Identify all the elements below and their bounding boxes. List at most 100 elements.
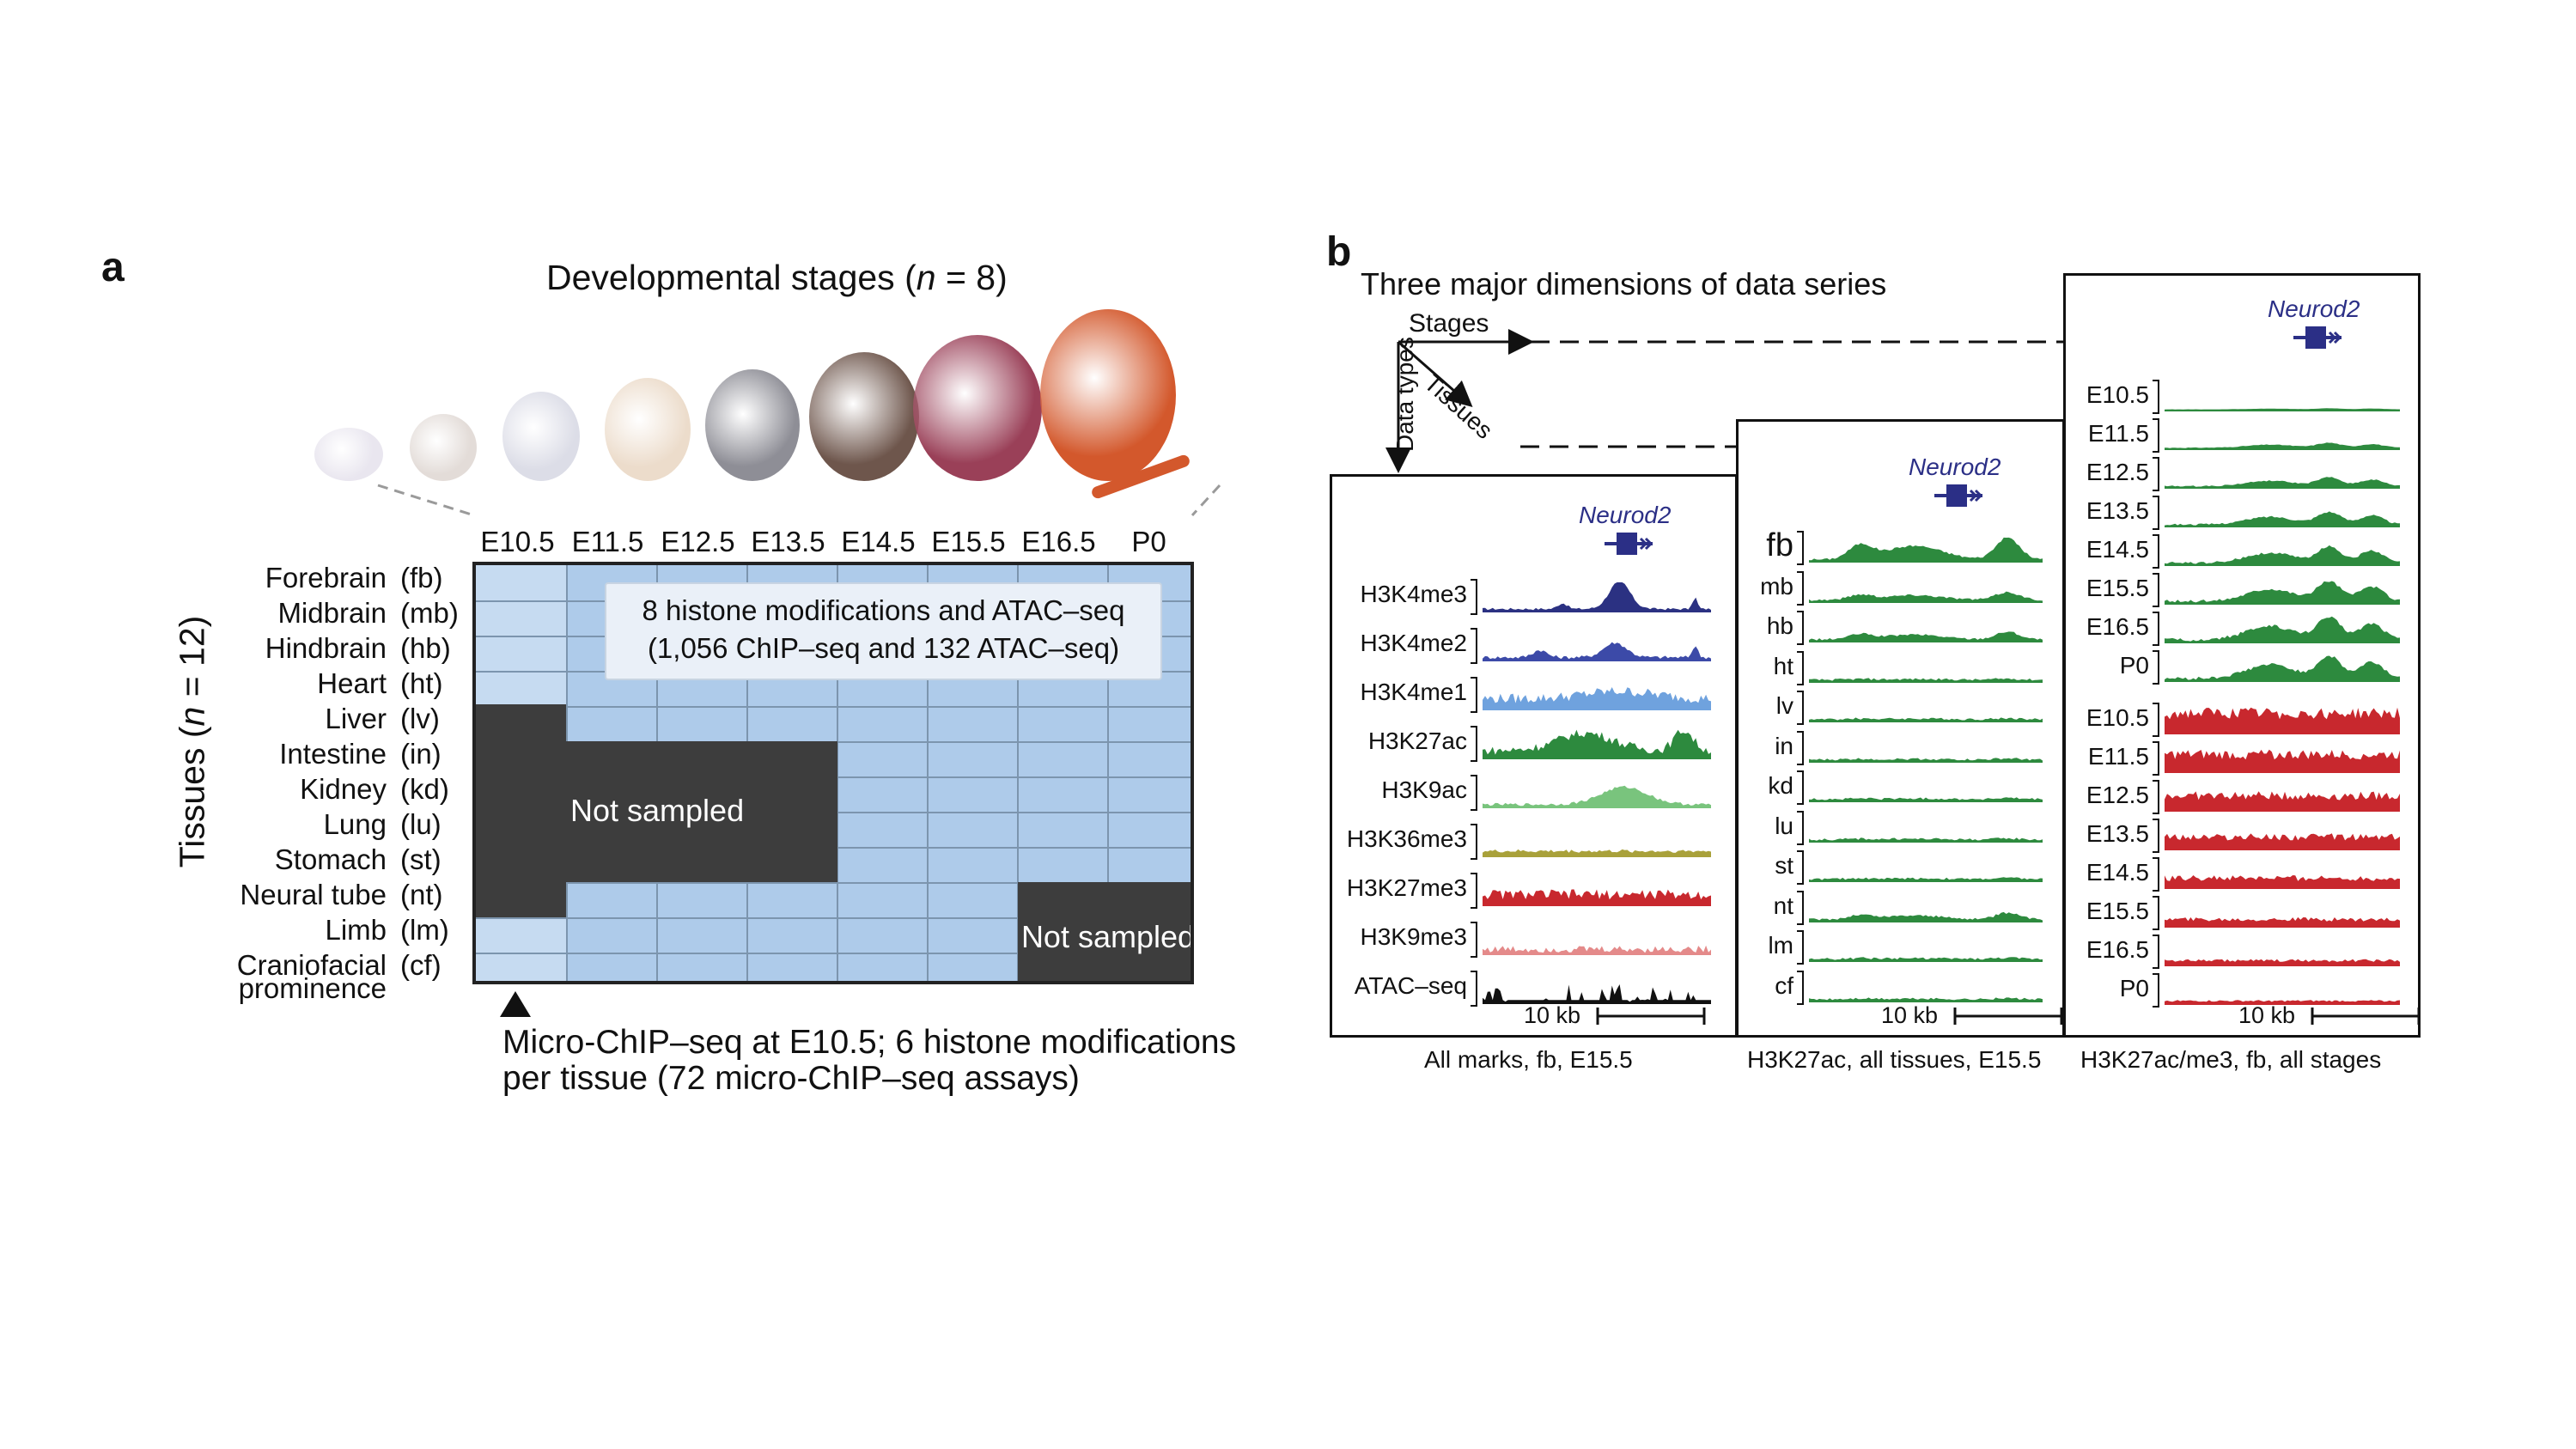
box1-track-signal bbox=[1483, 785, 1711, 807]
box3-red-label: E15.5 bbox=[2086, 898, 2149, 924]
micro-chip-line2: per tissue (72 micro-ChIP–seq assays) bbox=[502, 1060, 1080, 1097]
box3-green-label: E10.5 bbox=[2086, 381, 2149, 408]
grid-row-line bbox=[476, 917, 1191, 919]
box1-track-signal bbox=[1483, 687, 1711, 709]
box3-red-bracket bbox=[2153, 819, 2159, 853]
box3-green-label: E14.5 bbox=[2086, 536, 2149, 563]
box2-track-signal bbox=[1809, 957, 2043, 961]
box2-track-signal bbox=[1809, 591, 2043, 602]
box3-red-track bbox=[2165, 833, 2400, 850]
box3-green-track bbox=[2165, 477, 2400, 489]
box2-track-signal bbox=[1809, 631, 2043, 642]
box3-red-track-signal bbox=[2165, 875, 2400, 888]
tissue-abbr: (hb) bbox=[400, 632, 451, 664]
box3-red-track-signal bbox=[2165, 749, 2400, 772]
box1-track-bracket bbox=[1471, 873, 1477, 909]
not-sampled-block-main bbox=[566, 741, 837, 882]
axis-data-types-label: Data types bbox=[1392, 337, 1418, 452]
box3-red-track bbox=[2165, 791, 2400, 812]
tissue-abbr: (fb) bbox=[400, 562, 443, 594]
tissue-name: Midbrain bbox=[277, 597, 387, 629]
stages-title-n: n bbox=[916, 258, 936, 297]
box2-track-label: hb bbox=[1766, 612, 1793, 639]
box3-green-label: E13.5 bbox=[2086, 497, 2149, 524]
box1-track bbox=[1483, 729, 1711, 759]
box3-red-track bbox=[2165, 749, 2400, 773]
box2-track bbox=[1809, 537, 2043, 563]
embryo-photo bbox=[314, 428, 383, 481]
box3-red-track bbox=[2165, 916, 2400, 928]
e105-upper-cells bbox=[476, 565, 566, 704]
box2-track-signal bbox=[1809, 837, 2043, 842]
box1-track-bracket bbox=[1471, 677, 1477, 713]
box3-green-track bbox=[2165, 616, 2400, 643]
box1-track-bracket bbox=[1471, 726, 1477, 762]
box2-track-bracket bbox=[1797, 570, 1804, 606]
embryo-photo bbox=[809, 352, 919, 481]
box3-green-label: E15.5 bbox=[2086, 575, 2149, 601]
box2-scale-label: 10 kb bbox=[1881, 1002, 1939, 1028]
box2-track-label: in bbox=[1775, 732, 1793, 759]
sampling-grid: Not sampled Not sampled 8 histone modifi… bbox=[472, 562, 1194, 984]
box1-track-bracket bbox=[1471, 971, 1477, 1007]
box3-red-bracket bbox=[2153, 935, 2159, 969]
box3-gene-name: Neurod2 bbox=[2268, 295, 2360, 322]
tissue-name-line2: prominence bbox=[238, 972, 387, 1004]
box3-green-track-signal bbox=[2165, 511, 2400, 527]
box1-track-label: ATAC–seq bbox=[1354, 972, 1467, 999]
grid-col-line bbox=[927, 565, 929, 981]
tissue-name: Heart bbox=[317, 667, 387, 699]
box2-track-bracket bbox=[1797, 970, 1804, 1005]
box2-track-signal bbox=[1809, 877, 2043, 881]
box1-track-label: H3K4me1 bbox=[1360, 679, 1467, 705]
box3-red-bracket bbox=[2153, 741, 2159, 776]
box1-track-label: H3K27ac bbox=[1367, 728, 1467, 754]
box3-green-bracket bbox=[2153, 418, 2159, 453]
not-sampled-label-late: Not sampled bbox=[1020, 919, 1194, 954]
box3-green-track bbox=[2165, 655, 2400, 682]
callout-line1: 8 histone modifications and ATAC–seq bbox=[642, 594, 1125, 626]
box1-caption: All marks, fb, E15.5 bbox=[1424, 1046, 1633, 1073]
tissue-abbr: (in) bbox=[400, 738, 442, 770]
box3-red-label: E13.5 bbox=[2086, 820, 2149, 847]
box3-red-track-signal bbox=[2165, 959, 2400, 965]
box2-caption: H3K27ac, all tissues, E15.5 bbox=[1747, 1046, 2042, 1073]
box2-track-label: ht bbox=[1773, 652, 1793, 679]
box2-track bbox=[1809, 797, 2043, 802]
box3-red-track bbox=[2165, 959, 2400, 966]
box2-track-label: lv bbox=[1775, 692, 1793, 719]
tissue-name: Intestine bbox=[279, 738, 387, 770]
callout-line2: (1,056 ChIP–seq and 132 ATAC–seq) bbox=[647, 632, 1120, 664]
embryo-photo bbox=[605, 378, 691, 481]
box2-track-signal bbox=[1809, 911, 2043, 922]
tissue-abbr: (st) bbox=[400, 843, 442, 875]
tissue-name: Hindbrain bbox=[265, 632, 387, 664]
stages-title: Developmental stages (n = 8) bbox=[546, 258, 1008, 298]
box3-green-track-signal bbox=[2165, 616, 2400, 642]
box2-track bbox=[1809, 757, 2043, 763]
tissue-name: Forebrain bbox=[265, 562, 387, 594]
box2-gene-glyph bbox=[1934, 484, 1983, 507]
stage-header: E13.5 bbox=[751, 526, 825, 557]
box1-gene-glyph bbox=[1605, 533, 1653, 555]
grid-col-line bbox=[1107, 565, 1109, 981]
box1-track-signal bbox=[1483, 642, 1711, 661]
box2-track-bracket bbox=[1797, 890, 1804, 925]
tissue-name: Limb bbox=[325, 914, 387, 946]
embryo-photo bbox=[410, 414, 477, 481]
box3-red-track-signal bbox=[2165, 1000, 2400, 1004]
embryo-photo bbox=[913, 335, 1042, 481]
box1-track-label: H3K4me3 bbox=[1360, 581, 1467, 607]
embryo-photo bbox=[705, 369, 800, 481]
grid-col-line bbox=[837, 565, 838, 981]
grid-row-line bbox=[476, 953, 1191, 954]
box2-track-signal bbox=[1809, 677, 2043, 682]
panel-a-label: a bbox=[101, 245, 125, 290]
micro-chip-line1: Micro-ChIP–seq at E10.5; 6 histone modif… bbox=[502, 1024, 1237, 1061]
box3-red-label: E11.5 bbox=[2087, 743, 2149, 770]
box1-track-label: H3K9me3 bbox=[1360, 923, 1467, 950]
box2-track-bracket bbox=[1797, 730, 1804, 765]
tissue-name: Lung bbox=[323, 808, 387, 840]
box3-red-bracket bbox=[2153, 973, 2159, 1008]
